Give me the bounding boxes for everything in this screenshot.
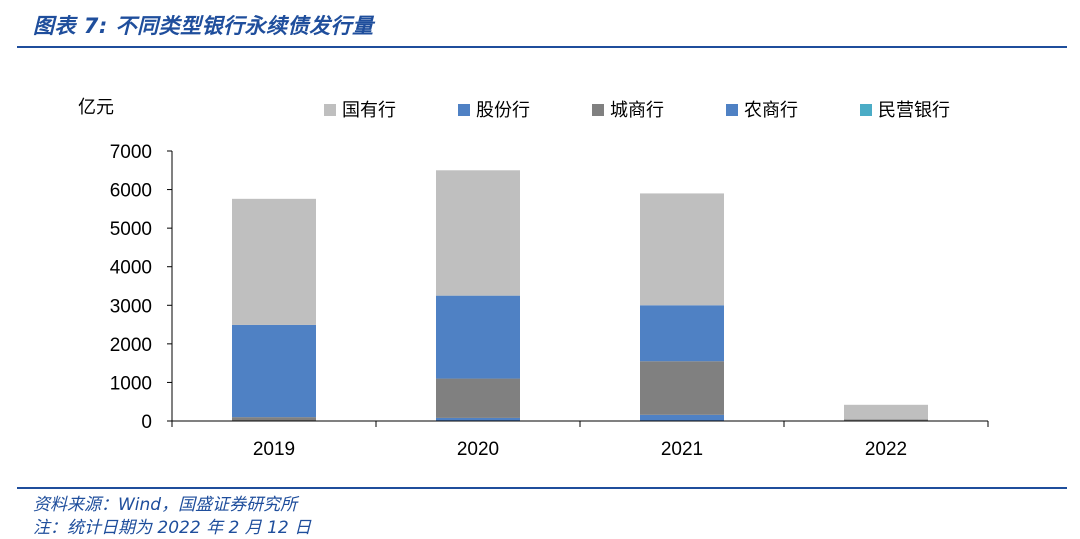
- legend-label: 国有行: [342, 100, 396, 120]
- bottom-rule: [17, 487, 1067, 489]
- bar-2021-农商行: [640, 414, 724, 421]
- y-tick-label: 1000: [110, 373, 152, 394]
- legend-label: 农商行: [744, 100, 798, 120]
- bar-2019-股份行: [232, 324, 316, 418]
- bar-2022-国有行: [844, 404, 928, 420]
- legend-swatch: [324, 104, 336, 116]
- bars: [232, 170, 928, 421]
- x-tick-label: 2019: [253, 439, 295, 460]
- y-tick-label: 6000: [110, 181, 152, 202]
- bar-2020-农商行: [436, 417, 520, 421]
- date-note: 注：统计日期为 2022 年 2 月 12 日: [33, 518, 312, 538]
- y-tick-label: 3000: [110, 296, 152, 317]
- stacked-bar-chart: 亿元 国有行 股份行 城商行 农商行 民营银行 0 1000 2000 3000 4000 500…: [78, 97, 989, 460]
- bar-2021-股份行: [640, 305, 724, 362]
- y-tick-label: 7000: [110, 142, 152, 163]
- x-tick-label: 2020: [457, 439, 499, 460]
- y-tick-label: 2000: [110, 335, 152, 356]
- bar-2020-城商行: [436, 378, 520, 418]
- top-rule: [17, 46, 1067, 48]
- bar-2021-城商行: [640, 361, 724, 415]
- y-tick-label: 5000: [110, 219, 152, 240]
- legend-label: 股份行: [476, 100, 530, 120]
- bar-2020-国有行: [436, 170, 520, 296]
- x-tick-label: 2022: [865, 439, 907, 460]
- y-axis-unit-label: 亿元: [78, 97, 114, 117]
- bar-2020-股份行: [436, 295, 520, 379]
- bar-2019-国有行: [232, 198, 316, 325]
- figure-title: 图表 7: 不同类型银行永续债发行量: [33, 14, 374, 38]
- source-note: 资料来源：Wind，国盛证券研究所: [33, 495, 298, 515]
- legend-swatch: [592, 104, 604, 116]
- y-tick-label: 0: [141, 412, 152, 433]
- legend-swatch: [860, 104, 872, 116]
- axes: 0 1000 2000 3000 4000 5000 6000 7000 2019 2020 202…: [110, 142, 989, 460]
- bar-2019-城商行: [232, 417, 316, 421]
- x-tick-label: 2021: [661, 439, 703, 460]
- legend-label: 城商行: [610, 100, 664, 120]
- bar-2022-城商行: [844, 419, 928, 421]
- legend-swatch: [458, 104, 470, 116]
- legend: 国有行 股份行 城商行 农商行 民营银行: [324, 100, 950, 120]
- legend-label: 民营银行: [878, 100, 950, 120]
- bar-2021-国有行: [640, 193, 724, 306]
- y-tick-label: 4000: [110, 258, 152, 279]
- legend-swatch: [726, 104, 738, 116]
